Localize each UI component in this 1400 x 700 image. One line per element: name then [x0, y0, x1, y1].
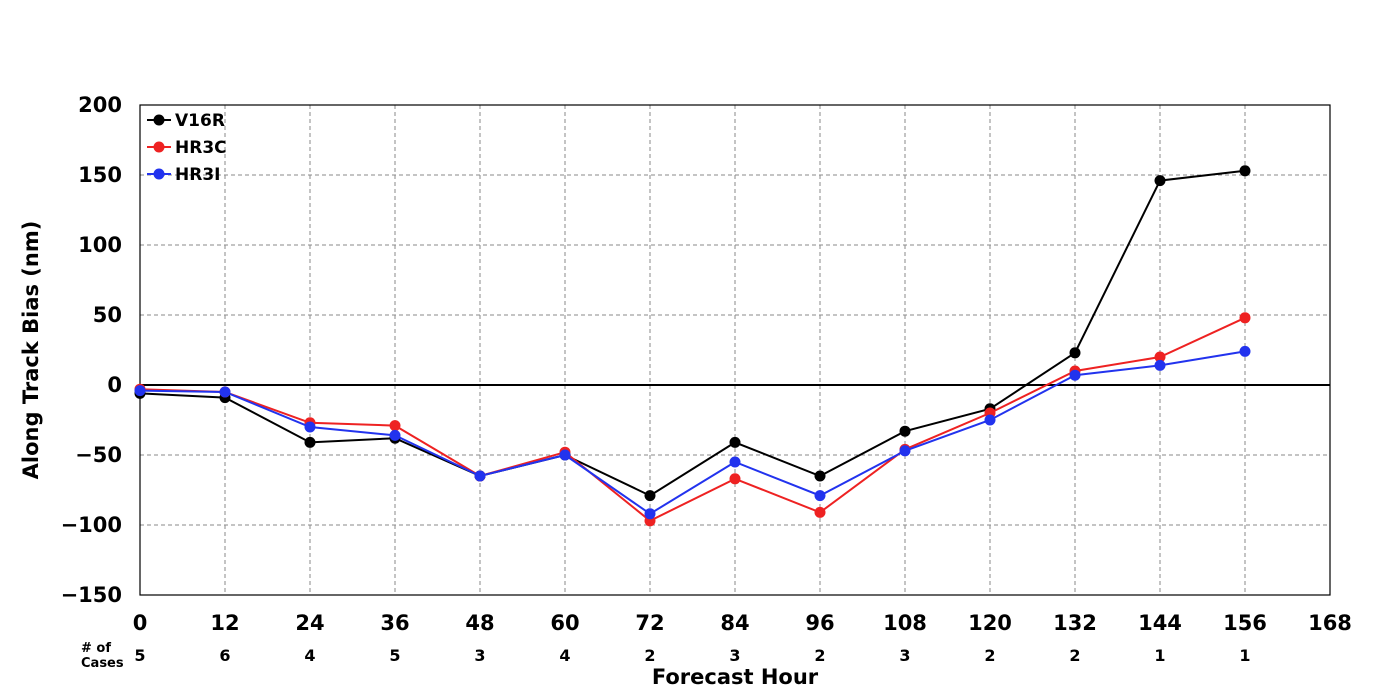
y-tick-label: −50: [75, 443, 122, 467]
series-line-hr3c: [139, 316, 1246, 522]
x-tick-label: 144: [1138, 611, 1182, 635]
y-tick-labels: 200 150 100 50 0 −50 −100 −150: [61, 93, 122, 607]
x-tick-label: 72: [635, 611, 664, 635]
data-point-hr3i: [1154, 359, 1166, 371]
legend-item-hr3c: HR3C: [147, 138, 227, 158]
data-point-hr3i: [1239, 345, 1251, 357]
cases-row-label: # of Cases: [81, 641, 124, 671]
series-v16r: [134, 165, 1251, 502]
cases-label-line-1: # of: [81, 641, 111, 656]
data-point-hr3c: [729, 473, 741, 485]
x-tick-label: 108: [883, 611, 927, 635]
legend-item-hr3i: HR3I: [147, 165, 220, 185]
data-point-v16r: [1154, 175, 1166, 187]
case-count: 3: [729, 646, 740, 665]
legend: V16R HR3C HR3I: [147, 111, 227, 185]
x-tick-label: 36: [380, 611, 409, 635]
data-point-v16r: [899, 425, 911, 437]
data-point-v16r: [1069, 347, 1081, 359]
legend-item-v16r: V16R: [147, 111, 225, 131]
case-count: 4: [304, 646, 315, 665]
series-hr3i: [134, 345, 1251, 520]
x-tick-label: 48: [465, 611, 494, 635]
data-point-hr3c: [1154, 351, 1166, 363]
series-layer: [134, 165, 1251, 527]
case-count: 1: [1154, 646, 1165, 665]
x-tick-label: 0: [133, 611, 148, 635]
data-point-v16r: [814, 470, 826, 482]
legend-label: V16R: [175, 111, 225, 131]
x-tick-label: 156: [1223, 611, 1267, 635]
case-count: 2: [814, 646, 825, 665]
data-point-hr3c: [1239, 312, 1251, 324]
data-point-hr3i: [984, 414, 996, 426]
y-tick-label: 100: [78, 233, 122, 257]
data-point-hr3i: [1069, 369, 1081, 381]
data-point-hr3i: [474, 470, 486, 482]
y-tick-label: 50: [93, 303, 122, 327]
legend-swatch-marker: [153, 114, 165, 126]
x-tick-label: 12: [210, 611, 239, 635]
data-point-hr3i: [729, 456, 741, 468]
data-point-hr3i: [219, 386, 231, 398]
x-tick-label: 168: [1308, 611, 1352, 635]
data-point-hr3i: [304, 421, 316, 433]
data-point-hr3i: [899, 445, 911, 457]
y-tick-label: 0: [107, 373, 122, 397]
x-tick-label: 96: [805, 611, 834, 635]
x-tick-label: 60: [550, 611, 579, 635]
y-axis-title: Along Track Bias (nm): [19, 221, 43, 480]
x-axis-title: Forecast Hour: [652, 665, 819, 689]
legend-swatch-marker: [153, 168, 165, 180]
data-point-v16r: [304, 436, 316, 448]
plot-frame: [139, 104, 1331, 596]
x-tick-label: 132: [1053, 611, 1097, 635]
case-count: 2: [1069, 646, 1080, 665]
data-point-v16r: [729, 436, 741, 448]
y-tick-label: 150: [78, 163, 122, 187]
series-line-v16r: [139, 169, 1246, 497]
case-count: 3: [474, 646, 485, 665]
x-tick-label: 24: [295, 611, 324, 635]
cases-label-line-2: Cases: [81, 656, 124, 671]
case-count-row: # of Cases 5 6 4 5 3 4 2 3 2 3 2 2 1 1: [81, 641, 1251, 671]
data-point-v16r: [644, 490, 656, 502]
data-point-hr3i: [134, 385, 146, 397]
case-count: 5: [389, 646, 400, 665]
y-tick-label: −150: [61, 583, 122, 607]
case-count: 5: [134, 646, 145, 665]
case-count: 1: [1239, 646, 1250, 665]
y-tick-label: −100: [61, 513, 122, 537]
case-count: 2: [644, 646, 655, 665]
data-point-hr3i: [644, 508, 656, 520]
legend-label: HR3C: [175, 138, 227, 158]
case-count: 6: [219, 646, 230, 665]
x-tick-labels: 0 12 24 36 48 60 72 84 96 108 120 132 144 156 168: [133, 611, 1352, 635]
series-line-hr3i: [139, 350, 1246, 515]
case-count: 3: [899, 646, 910, 665]
case-count: 2: [984, 646, 995, 665]
data-point-hr3c: [389, 420, 401, 432]
data-point-hr3c: [814, 506, 826, 518]
case-count: 4: [559, 646, 570, 665]
data-point-v16r: [1239, 165, 1251, 177]
data-point-hr3i: [814, 490, 826, 502]
legend-label: HR3I: [175, 165, 220, 185]
x-tick-label: 84: [720, 611, 749, 635]
x-tick-label: 120: [968, 611, 1012, 635]
legend-swatch-marker: [153, 141, 165, 153]
data-point-hr3i: [559, 449, 571, 461]
data-point-hr3i: [389, 429, 401, 441]
y-tick-label: 200: [78, 93, 122, 117]
